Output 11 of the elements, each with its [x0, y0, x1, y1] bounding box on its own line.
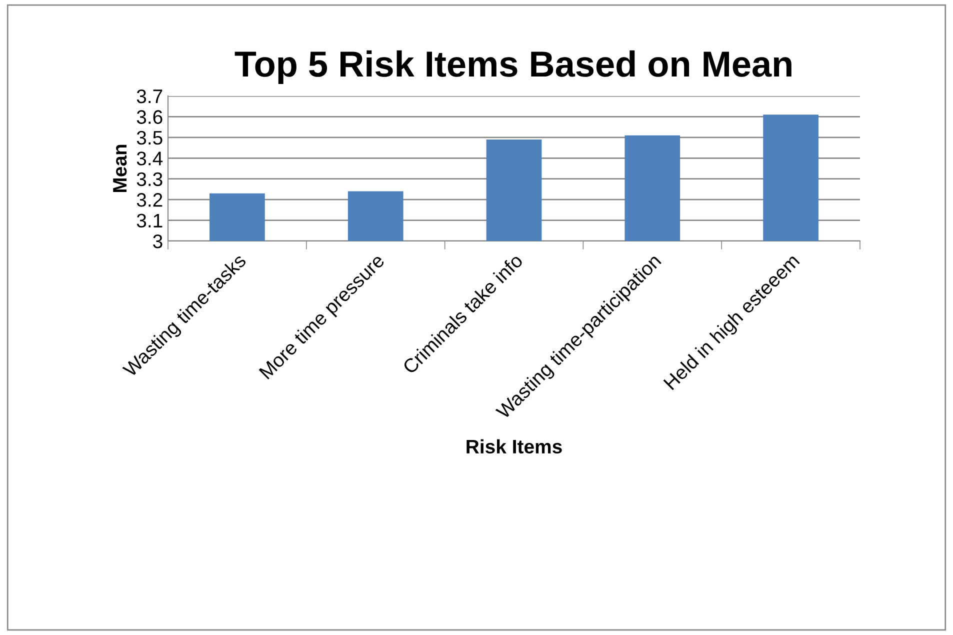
y-tick-label: 3.1 [136, 214, 162, 228]
y-tick-label: 3 [153, 234, 162, 248]
y-tick-label: 3.7 [136, 89, 162, 104]
y-tick-label: 3.3 [136, 172, 162, 186]
y-tick-label: 3.6 [136, 110, 162, 124]
chart-title: Top 5 Risk Items Based on Mean [234, 50, 792, 84]
y-axis-title: Mean [113, 144, 127, 192]
y-tick-label: 3.5 [136, 130, 162, 145]
x-axis-title: Risk Items [466, 439, 562, 454]
y-tick-label: 3.2 [136, 193, 162, 207]
y-tick-label: 3.4 [136, 152, 163, 166]
